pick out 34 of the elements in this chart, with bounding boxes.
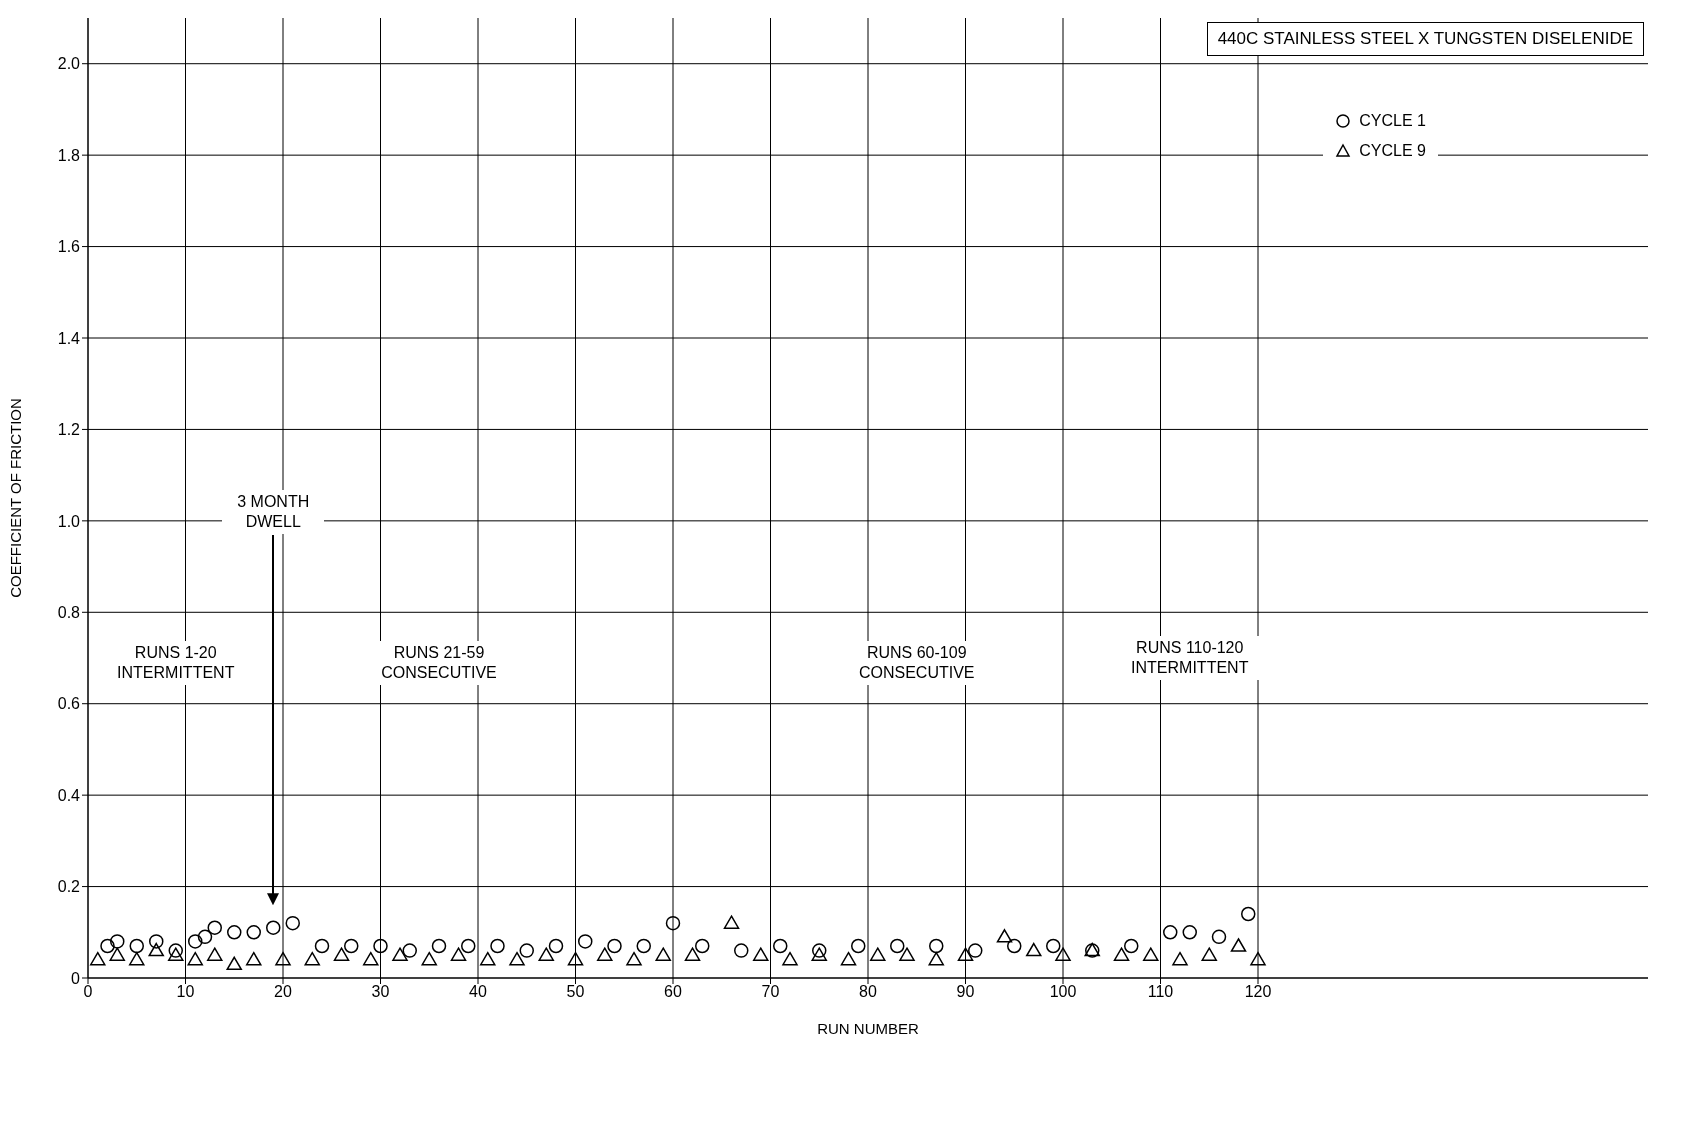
y-tick-label: 0.4 bbox=[57, 786, 81, 804]
x-axis-title: RUN NUMBER bbox=[817, 1020, 919, 1037]
y-tick-label: 1.8 bbox=[57, 146, 81, 164]
x-tick-label: 40 bbox=[469, 983, 487, 1001]
annotation: RUNS 21-59 CONSECUTIVE bbox=[358, 640, 520, 685]
x-tick-label: 100 bbox=[1049, 983, 1077, 1001]
y-tick-label: 1.2 bbox=[57, 421, 81, 439]
annotation: RUNS 110-120 INTERMITTENT bbox=[1108, 636, 1271, 680]
y-tick-label: 0.8 bbox=[57, 603, 81, 621]
y-tick-label: 0.2 bbox=[57, 878, 81, 896]
y-tick-label: 1.0 bbox=[57, 512, 81, 530]
y-tick-label: 0.6 bbox=[57, 695, 81, 713]
x-tick-label: 110 bbox=[1147, 983, 1174, 1001]
annotation: RUNS 1-20 INTERMITTENT bbox=[94, 640, 257, 685]
y-tick-label: 1.4 bbox=[57, 329, 81, 347]
y-axis-title: COEFFICIENT OF FRICTION bbox=[7, 398, 25, 598]
y-tick-label: 1.6 bbox=[57, 238, 81, 256]
x-tick-label: 10 bbox=[176, 983, 195, 1001]
x-tick-label: 30 bbox=[371, 983, 390, 1001]
x-tick-label: 60 bbox=[664, 983, 682, 1001]
x-tick-label: 20 bbox=[274, 983, 292, 1001]
y-tick-label: 0 bbox=[71, 969, 81, 987]
y-tick-label: 2.0 bbox=[57, 55, 81, 73]
x-tick-label: 80 bbox=[859, 983, 877, 1001]
legend-label: CYCLE 1 bbox=[1359, 112, 1426, 130]
x-tick-label: 120 bbox=[1244, 983, 1272, 1001]
x-tick-label: 90 bbox=[956, 983, 975, 1001]
annotation: 3 MONTH DWELL bbox=[222, 489, 325, 534]
text: 440C STAINLESS STEEL X TUNGSTEN DISELENIDE bbox=[1206, 22, 1644, 56]
x-tick-label: 0 bbox=[83, 983, 93, 1001]
legend-label: CYCLE 9 bbox=[1359, 142, 1426, 160]
annotation: RUNS 60-109 CONSECUTIVE bbox=[835, 640, 998, 685]
x-tick-label: 70 bbox=[761, 983, 780, 1001]
x-tick-label: 50 bbox=[566, 983, 585, 1001]
